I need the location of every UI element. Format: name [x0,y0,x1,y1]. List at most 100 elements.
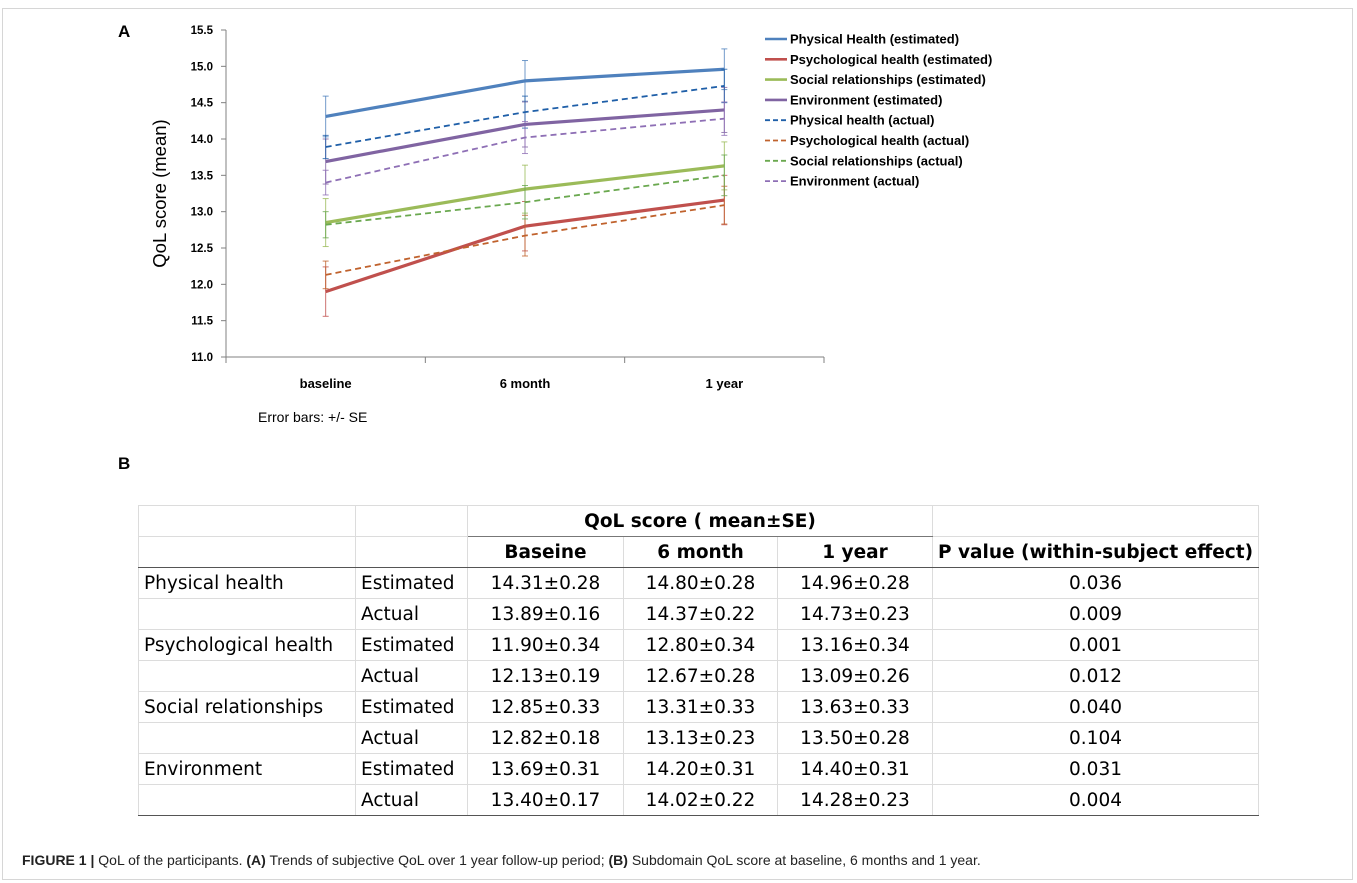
cell-baseline: 12.13±0.19 [467,660,624,692]
cell-baseline: 12.85±0.33 [467,691,624,723]
y-tick-label: 13.5 [191,170,214,182]
y-tick-label: 13.0 [191,207,213,219]
cell-6-month: 13.31±0.33 [623,691,778,723]
legend-label: Physical health (actual) [790,113,935,128]
col-header-1-year: 1 year [777,536,933,568]
cell-baseline: 13.40±0.17 [467,784,624,816]
row-domain: Psychological health [138,629,356,661]
cell-1-year: 13.09±0.26 [777,660,933,692]
cell-6-month: 14.80±0.28 [623,567,778,599]
cell-1-year: 14.28±0.23 [777,784,933,816]
cell-p-value: 0.104 [931,722,1260,754]
cell-p-value: 0.004 [931,784,1260,816]
row-type: Estimated [355,753,468,785]
y-tick-label: 15.5 [191,25,214,37]
figure-frame [2,8,1353,880]
table-row: Actual 12.82±0.18 13.13±0.23 13.50±0.28 0.10… [138,722,1260,754]
col-header-6-month: 6 month [623,536,778,568]
legend-label: Physical Health (estimated) [790,32,959,47]
y-tick-label: 11.5 [191,316,213,328]
y-tick-label: 14.5 [191,98,214,110]
cell-p-value: 0.001 [931,629,1260,661]
empty-cell [931,505,1260,537]
cell-1-year: 14.40±0.31 [777,753,933,785]
legend-label: Psychological health (actual) [790,133,969,148]
group-header: QoL score ( mean±SE) [467,505,933,537]
table-header-row-1: QoL score ( mean±SE) [138,505,1260,537]
figure-caption: FIGURE 1 | QoL of the participants. (A) … [22,852,981,868]
row-type: Actual [355,598,468,630]
table-header-row-2: Baseine 6 month 1 year P value (within-s… [138,536,1260,568]
table-row: Actual 13.89±0.16 14.37±0.22 14.73±0.23 0.00… [138,598,1260,630]
series-line [325,85,725,148]
row-domain: Social relationships [138,691,356,723]
cell-p-value: 0.036 [931,567,1260,599]
col-header-baseline: Baseine [467,536,624,568]
table-row: Physical health Estimated 14.31±0.28 14.80±… [138,567,1260,599]
x-tick-label: baseline [300,376,352,391]
series-line [325,204,725,276]
cell-p-value: 0.012 [931,660,1260,692]
row-type: Estimated [355,629,468,661]
table-row: Actual 13.40±0.17 14.02±0.22 14.28±0.23 0.00… [138,784,1260,816]
cell-p-value: 0.040 [931,691,1260,723]
cell-1-year: 13.50±0.28 [777,722,933,754]
cell-baseline: 13.89±0.16 [467,598,624,630]
panel-a-label: A [118,22,131,41]
cell-6-month: 14.20±0.31 [623,753,778,785]
legend-label: Social relationships (actual) [790,153,963,168]
cell-baseline: 12.82±0.18 [467,722,624,754]
cell-1-year: 13.16±0.34 [777,629,933,661]
row-domain: Environment [138,753,356,785]
panel-b-label: B [118,454,131,473]
cell-6-month: 14.02±0.22 [623,784,778,816]
caption-label-b: (B) [608,852,628,868]
y-tick-label: 12.5 [191,243,214,255]
legend-label: Psychological health (estimated) [790,52,992,67]
table-row: Environment Estimated 13.69±0.31 14.20±0.31… [138,753,1260,785]
x-tick-label: 6 month [500,376,551,391]
table-body: Physical health Estimated 14.31±0.28 14.80±… [138,567,1260,816]
cell-baseline: 11.90±0.34 [467,629,624,661]
series-line [325,117,725,184]
table-row: Psychological health Estimated 11.90±0.34 1… [138,629,1260,661]
row-type: Actual [355,722,468,754]
qol-table: QoL score ( mean±SE) Baseine 6 month 1 y… [138,505,1260,816]
cell-baseline: 14.31±0.28 [467,567,624,599]
row-type: Estimated [355,567,468,599]
cell-p-value: 0.009 [931,598,1260,630]
caption-prefix: FIGURE 1 | [22,852,95,868]
cell-6-month: 12.80±0.34 [623,629,778,661]
y-tick-label: 11.0 [191,352,213,364]
y-tick-label: 14.0 [191,134,213,146]
cell-1-year: 14.96±0.28 [777,567,933,599]
cell-6-month: 12.67±0.28 [623,660,778,692]
row-type: Actual [355,784,468,816]
empty-cell [355,536,468,568]
row-domain [138,784,356,816]
cell-6-month: 14.37±0.22 [623,598,778,630]
series-line [325,174,725,226]
caption-text-1: QoL of the participants. [94,852,247,868]
empty-cell [138,505,356,537]
y-tick-label: 12.0 [191,279,213,291]
cell-6-month: 13.13±0.23 [623,722,778,754]
row-type: Actual [355,660,468,692]
table-row: Social relationships Estimated 12.85±0.33 1… [138,691,1260,723]
x-tick-label: 1 year [706,376,744,391]
cell-1-year: 13.63±0.33 [777,691,933,723]
empty-cell [138,536,356,568]
error-bars-note: Error bars: +/- SE [258,409,368,425]
row-domain: Physical health [138,567,356,599]
legend-label: Social relationships (estimated) [790,72,986,87]
y-tick-label: 15.0 [191,61,213,73]
legend-label: Environment (estimated) [790,92,942,107]
series-line [325,67,725,119]
row-type: Estimated [355,691,468,723]
row-domain [138,660,356,692]
row-domain [138,722,356,754]
table-row: Actual 12.13±0.19 12.67±0.28 13.09±0.26 0.01… [138,660,1260,692]
cell-p-value: 0.031 [931,753,1260,785]
row-domain [138,598,356,630]
empty-cell [355,505,468,537]
